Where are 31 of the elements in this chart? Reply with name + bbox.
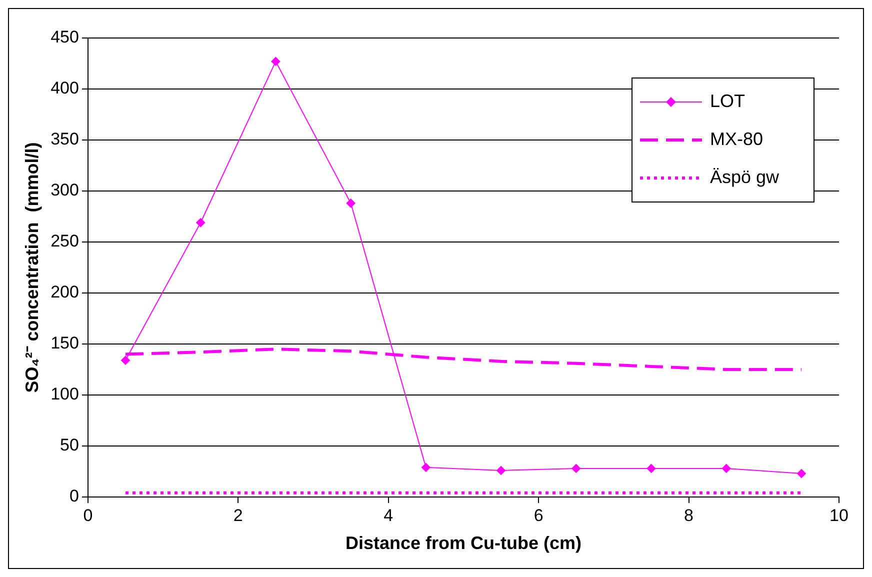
x-tick-label: 8 — [684, 506, 694, 525]
point — [196, 218, 206, 228]
y-tick-label: 300 — [50, 180, 79, 200]
point — [722, 464, 731, 473]
legend-label: LOT — [710, 90, 746, 111]
y-tick-label: 50 — [60, 436, 79, 455]
point — [271, 56, 280, 66]
x-tick-label: 2 — [233, 506, 243, 525]
x-tick-label: 10 — [830, 506, 848, 525]
point — [496, 466, 506, 475]
point — [346, 198, 356, 208]
y-tick-label: 250 — [50, 232, 79, 251]
y-tick-label: 350 — [50, 130, 79, 149]
legend-label: Äspö gw — [710, 166, 780, 187]
y-tick-label: 200 — [50, 282, 79, 302]
x-tick-label: 6 — [534, 506, 544, 525]
x-tick-label: 0 — [83, 506, 93, 525]
x-axis-title: Distance from Cu-tube (cm) — [345, 533, 582, 554]
point — [121, 356, 130, 365]
point — [796, 469, 806, 478]
y-tick-label: 0 — [69, 486, 79, 506]
point — [421, 462, 430, 472]
y-tick-label: 150 — [50, 334, 79, 353]
point — [646, 464, 656, 473]
legend-label: MX-80 — [710, 128, 764, 149]
y-tick-label: 450 — [50, 28, 79, 47]
x-tick-label: 4 — [384, 506, 394, 525]
point — [572, 464, 581, 473]
y-axis-title: SO₄²⁻ concentration (mmol/l) — [22, 142, 42, 393]
y-tick-label: 100 — [50, 384, 79, 404]
y-tick-label: 400 — [50, 78, 79, 98]
